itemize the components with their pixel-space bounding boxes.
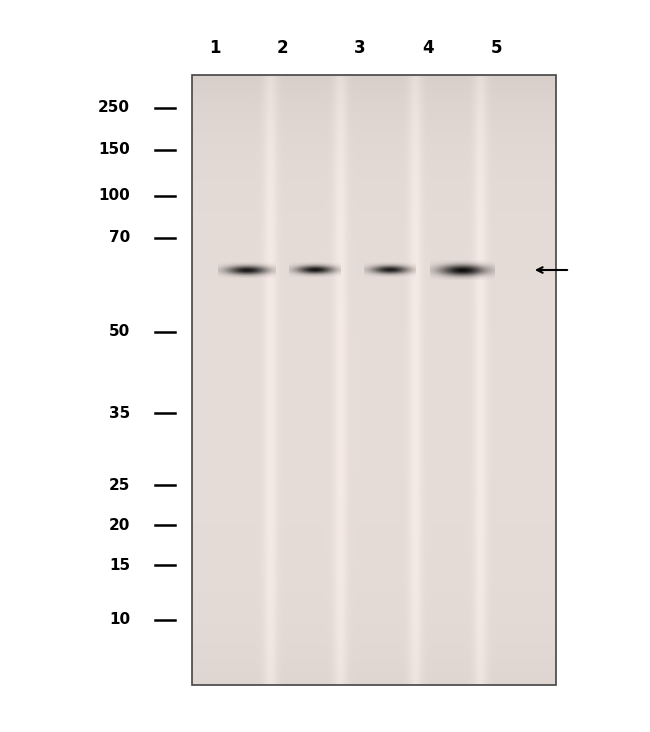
Bar xyxy=(192,75,556,685)
Text: 20: 20 xyxy=(109,518,130,532)
Text: 3: 3 xyxy=(354,39,366,57)
Text: 25: 25 xyxy=(109,477,130,493)
Text: 250: 250 xyxy=(98,100,130,116)
Text: 35: 35 xyxy=(109,406,130,420)
Text: 50: 50 xyxy=(109,324,130,340)
Text: 2: 2 xyxy=(276,39,288,57)
Text: 5: 5 xyxy=(491,39,502,57)
Text: 70: 70 xyxy=(109,231,130,245)
Text: 1: 1 xyxy=(209,39,221,57)
Text: 10: 10 xyxy=(109,613,130,627)
Text: 100: 100 xyxy=(98,189,130,203)
Text: 150: 150 xyxy=(98,143,130,157)
Text: 15: 15 xyxy=(109,558,130,572)
Text: 4: 4 xyxy=(422,39,434,57)
